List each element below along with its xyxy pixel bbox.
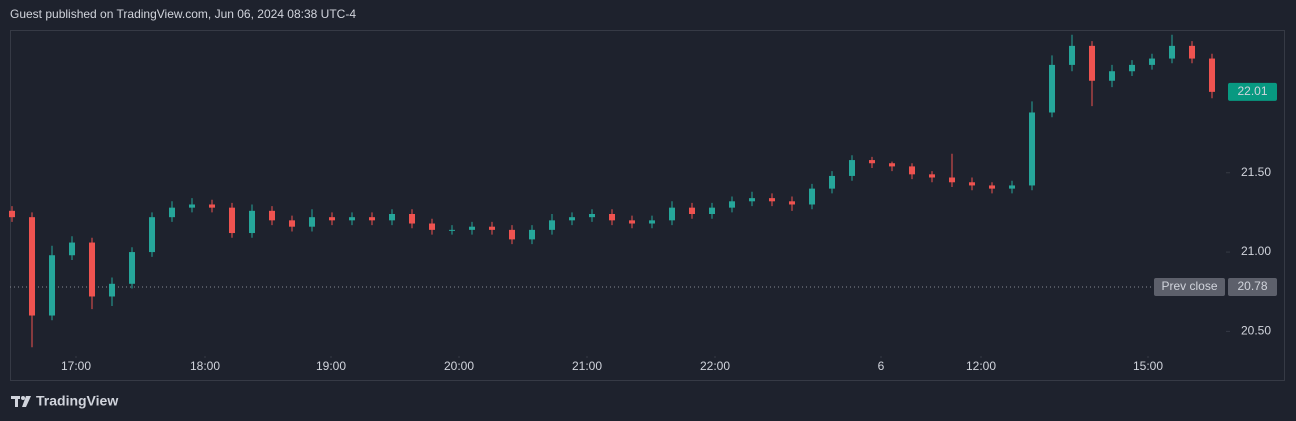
candle-body	[289, 220, 295, 227]
last-price-tag	[1228, 82, 1277, 101]
candle-body	[389, 214, 395, 221]
candle-body	[169, 207, 175, 218]
candle-body	[1209, 58, 1215, 92]
candle-body	[1129, 64, 1135, 72]
candle-body	[769, 198, 775, 202]
candle-body	[1069, 45, 1075, 65]
candle-body	[869, 160, 875, 164]
candle-body	[629, 220, 635, 224]
candle-body	[509, 229, 515, 240]
candle-body	[529, 229, 535, 240]
candle-body	[229, 207, 235, 234]
candle-body	[1189, 45, 1195, 59]
candle-body	[709, 207, 715, 214]
candle-body	[649, 220, 655, 224]
x-tick-label: 15:00	[1133, 359, 1163, 373]
candle-body	[889, 163, 895, 167]
candle-body	[969, 182, 975, 186]
candle-body	[1149, 58, 1155, 65]
candle-body	[309, 217, 315, 227]
candle-body	[469, 226, 475, 230]
candle-body	[609, 214, 615, 221]
y-tick-label: 21.00	[1241, 244, 1271, 258]
candle-body	[729, 201, 735, 208]
candle-body	[549, 220, 555, 230]
prev-close-value: 20.78	[1237, 279, 1267, 293]
candle-body	[9, 210, 15, 218]
x-tick-label: 12:00	[966, 359, 996, 373]
candle-body	[249, 210, 255, 234]
prev-close-value-tag	[1228, 277, 1277, 296]
candle-body	[329, 217, 335, 221]
candle-body	[849, 160, 855, 176]
last-price-label: 22.01	[1237, 84, 1267, 98]
x-tick-label: 17:00	[61, 359, 91, 373]
candle-body	[449, 229, 455, 231]
prev-close-label: Prev close	[1161, 279, 1217, 293]
candle-body	[589, 214, 595, 218]
candle-body	[409, 214, 415, 224]
candle-body	[749, 198, 755, 202]
candle-body	[929, 174, 935, 178]
x-tick-label: 22:00	[700, 359, 730, 373]
y-tick-label: 20.50	[1241, 324, 1271, 338]
candle-body	[1169, 45, 1175, 59]
candle-body	[909, 166, 915, 175]
x-tick-label: 20:00	[444, 359, 474, 373]
candle-body	[209, 204, 215, 208]
candle-body	[69, 242, 75, 256]
candle-body	[29, 217, 35, 316]
prev-close-tag	[1154, 277, 1225, 296]
candle-body	[89, 242, 95, 297]
candle-body	[669, 207, 675, 221]
x-tick-label: 18:00	[190, 359, 220, 373]
candle-body	[989, 185, 995, 189]
candle-body	[569, 217, 575, 221]
x-tick-label: 21:00	[572, 359, 602, 373]
candle-body	[429, 223, 435, 230]
brand: TradingView	[36, 393, 118, 409]
candle-body	[369, 217, 375, 221]
candle-body	[129, 252, 135, 284]
x-tick-label: 19:00	[316, 359, 346, 373]
candle-body	[949, 177, 955, 183]
candle-body	[189, 204, 195, 208]
candle-body	[1109, 71, 1115, 81]
y-tick-label: 21.50	[1241, 165, 1271, 179]
x-tick-label: 6	[878, 359, 885, 373]
candle-body	[809, 188, 815, 205]
candle-body	[1089, 45, 1095, 81]
candle-body	[789, 201, 795, 205]
candle-body	[1049, 64, 1055, 113]
candle-body	[1009, 185, 1015, 189]
candle-body	[349, 217, 355, 221]
candle-body	[829, 175, 835, 189]
candle-body	[689, 207, 695, 214]
candle-body	[1029, 112, 1035, 186]
publish-info: Guest published on TradingView.com, Jun …	[10, 7, 356, 21]
plot-frame	[10, 30, 1285, 381]
candle-body	[149, 217, 155, 253]
candle-body	[489, 226, 495, 230]
logo-icon	[11, 396, 31, 407]
candle-body	[49, 255, 55, 316]
candle-body	[269, 210, 275, 221]
candle-body	[109, 283, 115, 297]
